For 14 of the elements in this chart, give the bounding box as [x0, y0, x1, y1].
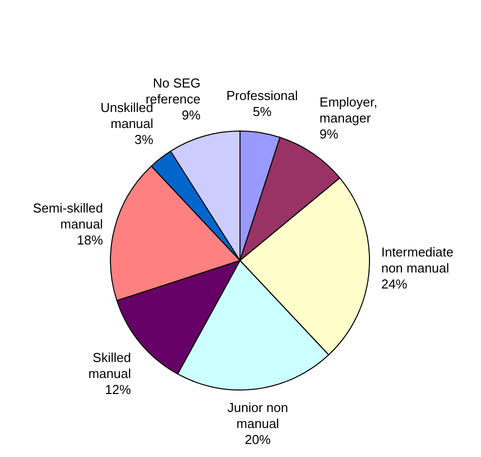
slice-label: Junior non manual: [227, 400, 288, 431]
data-label: 18%: [76, 232, 104, 248]
slice-label: Employer, manager: [320, 94, 378, 126]
slice-label: Intermediate non manual: [381, 244, 454, 276]
data-label: 24%: [381, 276, 408, 292]
data-label: 9%: [320, 126, 339, 142]
data-label: 3%: [134, 132, 154, 147]
slice-label: Skilled manual: [88, 350, 132, 381]
data-label: 20%: [244, 432, 272, 447]
slice-label: Professional: [226, 88, 298, 103]
slice-label: Semi-skilled manual: [32, 200, 104, 232]
data-label: 9%: [182, 108, 201, 123]
data-label: 12%: [104, 382, 132, 397]
data-label: 5%: [252, 104, 272, 119]
